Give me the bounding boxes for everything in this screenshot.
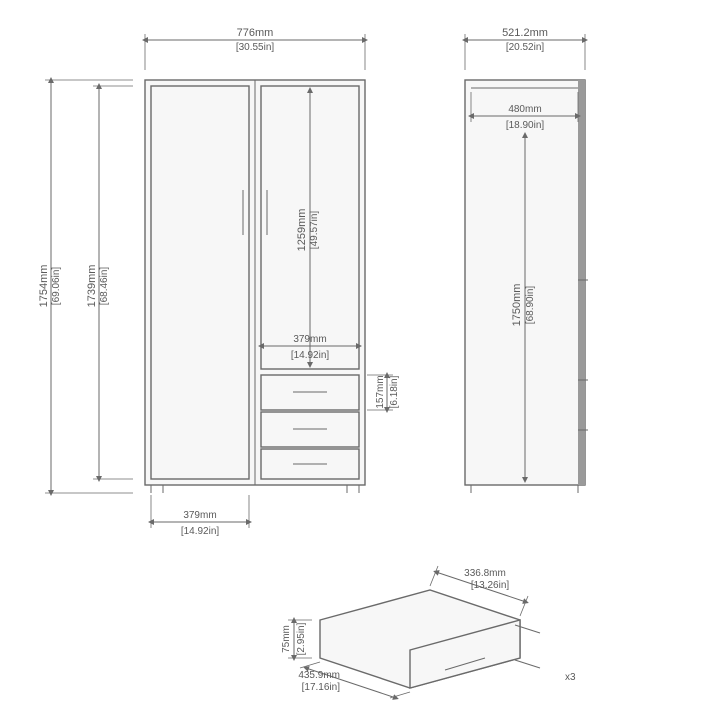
dr-h-in: [2.95in]: [296, 622, 307, 655]
drawer-detail: 75mm [2.95in] 435.9mm [17.16in] 336.8mm …: [281, 566, 576, 698]
drawer-h-mm: 157mm: [375, 375, 386, 408]
drawer-qty: x3: [565, 672, 576, 683]
panel-w-in-1: [14.92in]: [291, 350, 330, 361]
panel-w-mm-1: 379mm: [293, 334, 326, 345]
left-door-h-mm: 1739mm: [86, 265, 98, 308]
front-width-in: [30.55in]: [236, 42, 275, 53]
panel-w-mm-2: 379mm: [183, 510, 216, 521]
dr-d-in: [17.16in]: [302, 682, 341, 693]
side-inner-in: [18.90in]: [506, 120, 545, 131]
front-height-mm: 1754mm: [38, 265, 50, 308]
dr-h-mm: 75mm: [281, 625, 292, 653]
side-inner-mm: 480mm: [508, 104, 541, 115]
front-height-in: [69.06in]: [51, 267, 62, 306]
dr-w-mm: 336.8mm: [464, 568, 506, 579]
front-view: 776mm [30.55in] 1754mm [69.06in] 1739mm …: [38, 27, 400, 537]
front-width-mm: 776mm: [237, 27, 274, 39]
side-depth-in: [20.52in]: [506, 42, 545, 53]
dr-d-mm: 435.9mm: [298, 670, 340, 681]
side-height-mm: 1750mm: [511, 284, 523, 327]
panel-w-in-2: [14.92in]: [181, 526, 220, 537]
right-door-h-mm: 1259mm: [296, 209, 308, 252]
dr-w-in: [13.26in]: [471, 580, 510, 591]
side-height-in: [68.90in]: [525, 286, 536, 325]
left-door-h-in: [68.46in]: [99, 267, 110, 306]
right-door-h-in: [49.57in]: [309, 211, 320, 250]
side-view: 521.2mm [20.52in] 480mm [18.90in] 1750mm…: [465, 27, 588, 493]
side-depth-mm: 521.2mm: [502, 27, 548, 39]
drawer-h-in: [6.18in]: [389, 375, 400, 408]
